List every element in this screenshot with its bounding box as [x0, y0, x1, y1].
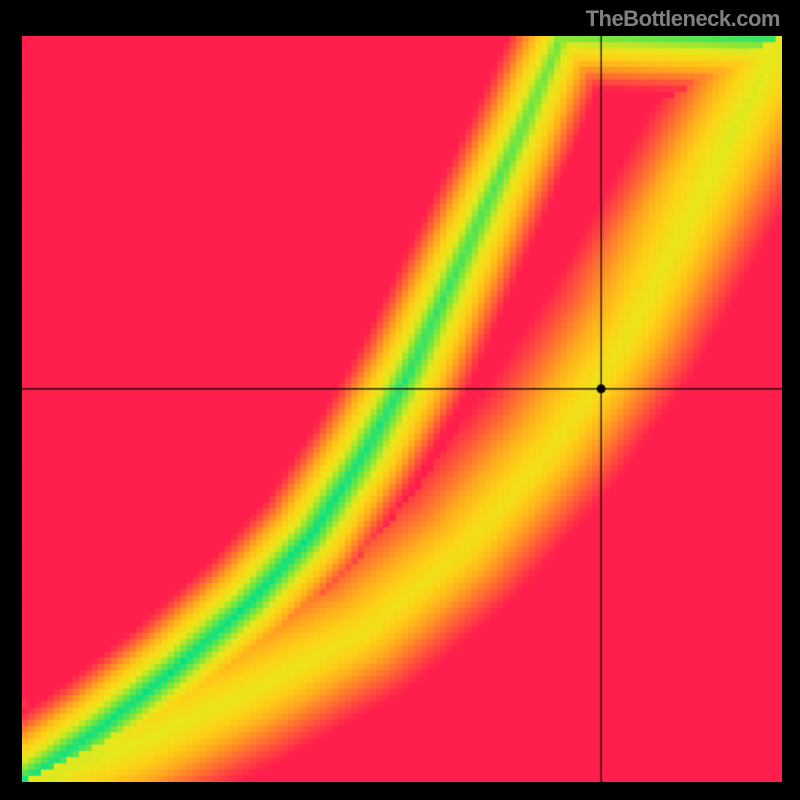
plot-frame — [22, 36, 782, 782]
heatmap-canvas — [22, 36, 782, 782]
watermark-text: TheBottleneck.com — [586, 6, 780, 32]
chart-wrapper: TheBottleneck.com — [0, 0, 800, 800]
